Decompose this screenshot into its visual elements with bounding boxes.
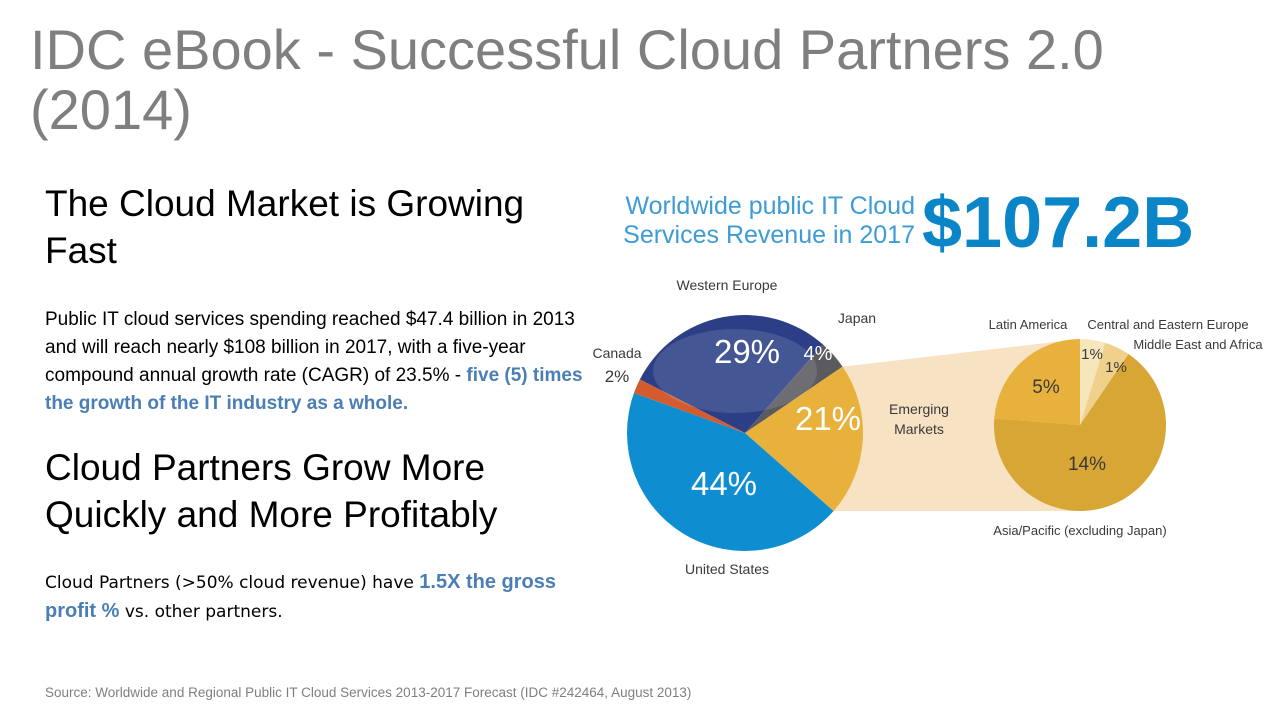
pct-label-asia-pacific-excluding-japan: 14% (1068, 454, 1106, 475)
slice-united-states (627, 393, 834, 551)
chart-title: Worldwide public IT Cloud Services Reven… (623, 192, 915, 249)
partners-paragraph-highlight: 1.5X the gross profit % (45, 571, 556, 622)
slice-emerging-markets (745, 366, 864, 512)
partners-paragraph-text: Cloud Partners (>50% cloud revenue) have (45, 573, 420, 593)
emerging-markets-pie: 1%1% 14% 5% (994, 338, 1166, 511)
label-western-europe: Western Europe (677, 277, 778, 293)
text-column: The Cloud Market is Growing Fast Public … (45, 180, 590, 626)
label-central-eastern-europe: Central and Eastern Europe (1087, 317, 1248, 332)
market-paragraph-highlight: five (5) times the growth of the IT indu… (45, 365, 583, 414)
partners-paragraph-text-end: vs. other partners. (119, 602, 283, 622)
label-japan: Japan (838, 310, 876, 326)
chart-total: $107.2B (922, 183, 1195, 263)
label-united-states: United States (685, 561, 769, 577)
market-paragraph: Public IT cloud services spending reache… (45, 306, 590, 418)
label-emerging-1: Emerging (889, 401, 949, 417)
label-canada: Canada (592, 345, 641, 361)
pct-label-latin-america: 5% (1032, 377, 1060, 398)
pct-label-central-and-eastern-europe: 1% (1081, 346, 1103, 363)
slice-japan (745, 344, 843, 433)
label-middle-east-africa: Middle East and Africa (1133, 337, 1263, 352)
pct-label-japan: 4% (804, 343, 833, 365)
pct-label-middle-east-and-africa: 1% (1105, 359, 1127, 376)
source-note: Source: Worldwide and Regional Public IT… (45, 685, 692, 700)
label-canada-pct: 2% (605, 367, 630, 386)
slice-central-and-eastern-europe (1080, 339, 1106, 425)
slice-latin-america (994, 338, 1080, 425)
pct-label-united-states: 44% (691, 465, 757, 502)
section-heading-market: The Cloud Market is Growing Fast (45, 183, 525, 271)
section-heading-partners: Cloud Partners Grow More Quickly and Mor… (45, 447, 498, 535)
slide-title: IDC eBook - Successful Cloud Partners 2.… (30, 18, 1104, 141)
label-emerging-2: Markets (894, 421, 944, 437)
label-latin-america: Latin America (989, 317, 1069, 332)
market-paragraph-text: Public IT cloud services spending reache… (45, 309, 575, 386)
main-pie: 29% 4% 21% 44% (627, 315, 864, 551)
pct-label-western-europe: 29% (714, 333, 780, 370)
partners-paragraph: Cloud Partners (>50% cloud revenue) have… (45, 568, 590, 626)
label-asia-pacific: Asia/Pacific (excluding Japan) (993, 523, 1166, 538)
slice-western-europe (639, 315, 824, 433)
slice-canada (633, 379, 745, 433)
slice-asia-pacific-excluding-japan (994, 353, 1166, 511)
pct-label-emerging-markets: 21% (795, 400, 861, 437)
pie-highlight (653, 329, 817, 413)
slice-middle-east-and-africa (1080, 342, 1129, 425)
